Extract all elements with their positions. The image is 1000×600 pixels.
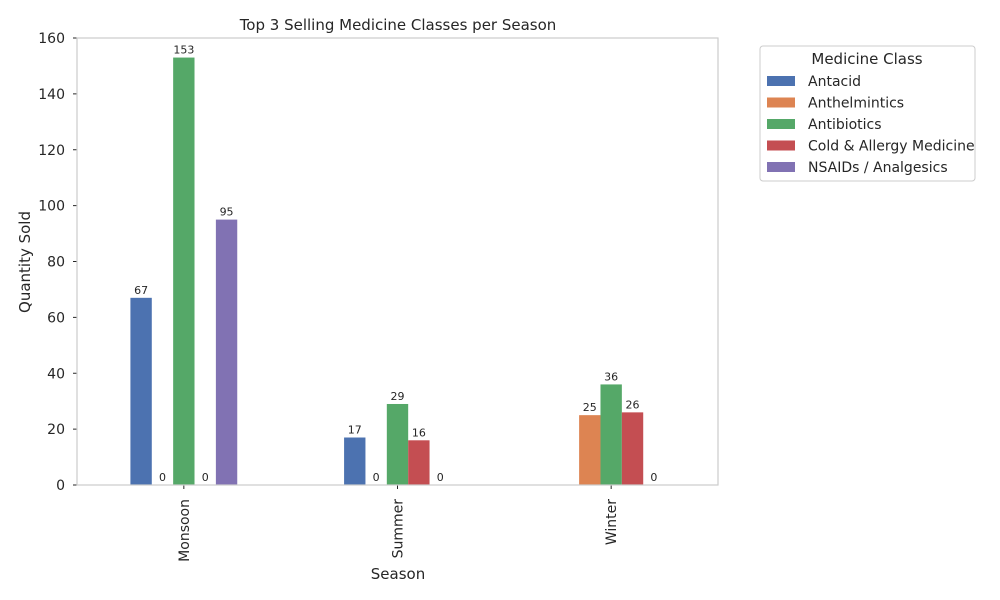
bar-antacid-monsoon [130, 297, 152, 485]
plot-frame [76, 37, 719, 486]
y-axis-title: Quantity Sold [16, 211, 34, 313]
data-label: 17 [348, 424, 362, 437]
plot-area: 020406080100120140160670153095Monsoon170… [38, 31, 719, 562]
legend-frame [759, 45, 976, 182]
y-tick-label: 40 [47, 366, 65, 382]
data-label: 0 [437, 471, 444, 484]
data-label: 0 [650, 471, 657, 484]
legend-title: Medicine Class [811, 50, 922, 68]
bar-antacid-summer [344, 437, 366, 485]
legend-swatch [767, 119, 795, 129]
data-label: 29 [391, 390, 405, 403]
chart-title: Top 3 Selling Medicine Classes per Seaso… [239, 16, 557, 34]
legend-item-label: Antacid [808, 74, 861, 90]
y-tick-label: 120 [38, 143, 65, 159]
bar-antibiotics-summer [386, 403, 409, 485]
data-label: 25 [583, 401, 597, 414]
y-tick-label: 0 [56, 478, 65, 494]
legend-item-label: Cold & Allergy Medicine [808, 139, 975, 155]
data-label: 0 [373, 471, 380, 484]
legend-swatch [767, 76, 795, 86]
y-tick-label: 160 [38, 31, 65, 47]
data-label: 67 [134, 284, 148, 297]
bar-antibiotics-monsoon [173, 57, 195, 486]
x-tick-label: Winter [604, 499, 620, 545]
x-tick-label: Monsoon [177, 499, 193, 562]
data-label: 26 [626, 398, 640, 411]
x-axis-title: Season [371, 565, 425, 583]
bar-cold-allergy-medicine-winter [621, 412, 644, 485]
data-label: 36 [604, 370, 618, 383]
bar-cold-allergy-medicine-summer [408, 440, 430, 485]
legend: Medicine Class Antacid Anthelmintics Antib… [759, 45, 976, 182]
x-tick-label: Summer [391, 499, 407, 559]
y-tick-label: 80 [47, 255, 65, 271]
y-tick-label: 20 [47, 422, 65, 438]
legend-swatch [767, 140, 795, 151]
bar-anthelmintics-winter [579, 415, 601, 485]
data-label: 153 [173, 44, 194, 57]
y-tick-label: 60 [47, 310, 65, 326]
data-label: 95 [220, 206, 234, 219]
data-label: 16 [412, 426, 426, 439]
data-label: 0 [159, 471, 166, 484]
legend-swatch [767, 97, 795, 108]
legend-swatch [767, 162, 795, 172]
legend-item-label: NSAIDs / Analgesics [808, 160, 948, 176]
bar-nsaids-analgesics-monsoon [215, 219, 238, 485]
y-tick-label: 140 [38, 87, 65, 103]
data-label: 0 [202, 471, 209, 484]
legend-item-label: Antibiotics [808, 117, 882, 133]
bar-antibiotics-winter [600, 384, 622, 485]
legend-item-label: Anthelmintics [808, 96, 904, 112]
y-tick-label: 100 [38, 199, 65, 215]
